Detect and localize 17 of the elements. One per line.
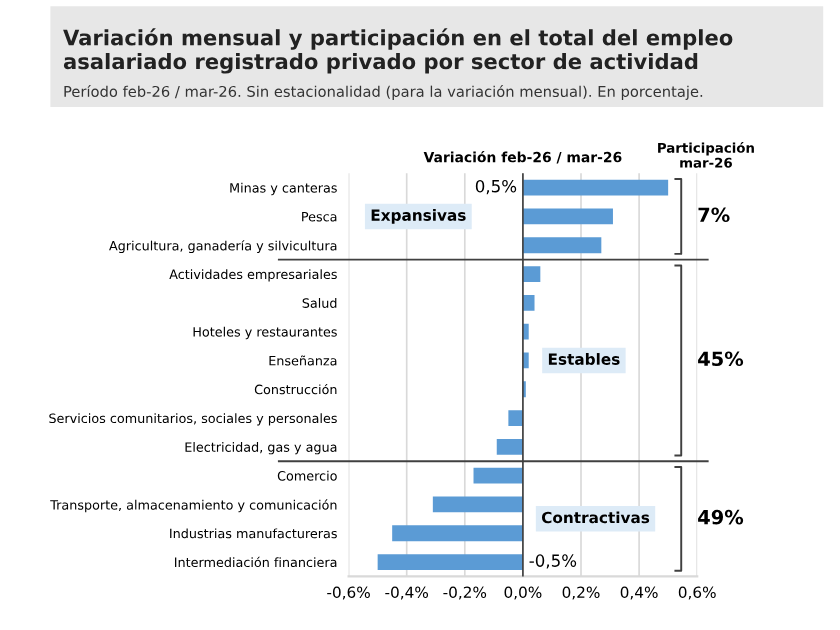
text: 49% (698, 509, 744, 525)
bar (432, 496, 523, 513)
data-label: -0,5% (529, 554, 577, 569)
bar (522, 208, 613, 225)
bar (522, 294, 535, 311)
data-label: 0,5% (475, 179, 517, 195)
bar (508, 410, 523, 426)
text: 7% (698, 207, 730, 223)
bar (496, 438, 523, 455)
bar (522, 266, 541, 282)
text: 45% (698, 351, 744, 367)
bar (522, 237, 602, 254)
bar (473, 467, 523, 484)
chart-title: Variación mensual y participación en el total del empleo asalariado registrado privado por sector de actividad (63, 28, 733, 74)
bar (377, 554, 523, 570)
bar (522, 179, 669, 196)
bar (392, 525, 523, 542)
